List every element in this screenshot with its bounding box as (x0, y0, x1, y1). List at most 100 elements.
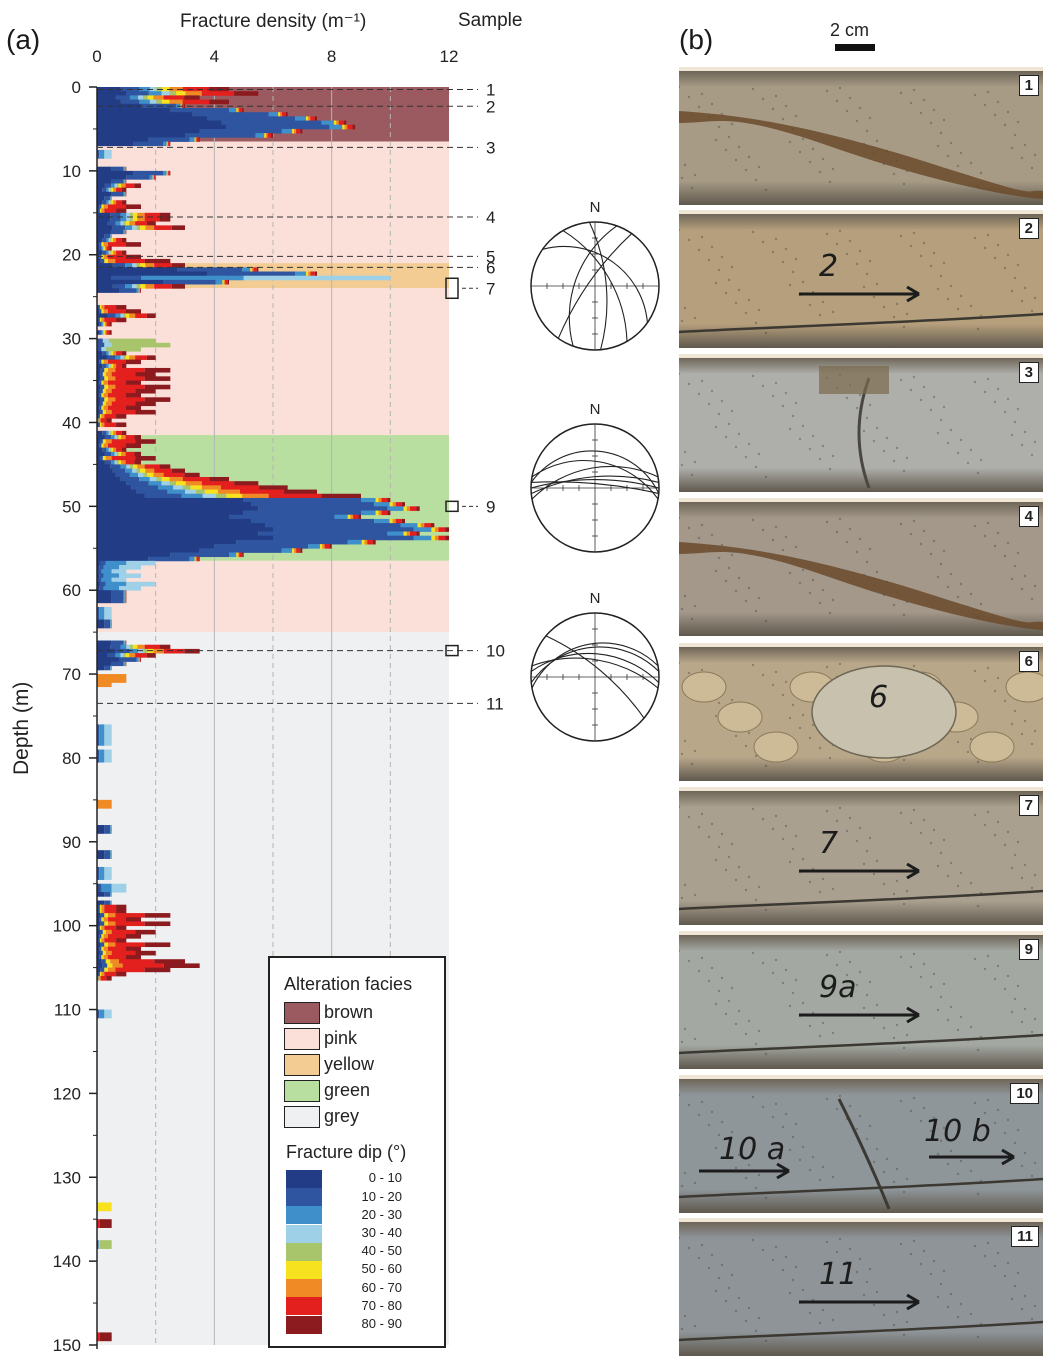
core-grain (859, 394, 861, 396)
density-bar-segment (122, 351, 126, 356)
core-grain (711, 823, 713, 825)
density-bar-segment (115, 473, 129, 478)
density-bar-segment (172, 225, 185, 230)
density-bar-segment (149, 481, 162, 486)
core-grain (933, 109, 935, 111)
density-bar-segment (259, 485, 288, 490)
density-bar-segment (97, 511, 244, 516)
density-bar-segment (264, 133, 266, 138)
density-bar-segment (358, 515, 361, 520)
density-bar-segment (97, 435, 105, 440)
core-grain (923, 1250, 925, 1252)
density-bar-segment (99, 443, 101, 448)
density-bar-segment (110, 854, 111, 859)
core-grain (977, 472, 979, 474)
density-bar-segment (119, 183, 122, 188)
core-grain (903, 759, 905, 761)
density-bar-segment (97, 230, 112, 235)
density-bar-segment (106, 959, 110, 964)
core-annotation: 7 (819, 826, 838, 861)
core-grain (728, 279, 730, 281)
legend-dip-item: 0 - 10 (286, 1170, 402, 1188)
core-grain (869, 117, 871, 119)
density-bar-segment (244, 511, 361, 516)
density-bar-segment (97, 901, 104, 906)
density-bar-segment (98, 737, 99, 742)
legend-facies-label: green (324, 1080, 370, 1100)
density-bar-segment (125, 179, 126, 184)
core-grain (869, 548, 871, 550)
core-grain (752, 231, 754, 233)
density-bar-segment (98, 938, 99, 943)
core-grain (977, 761, 979, 763)
density-bar-segment (101, 909, 104, 914)
density-bar-segment (98, 578, 101, 583)
density-bar-segment (104, 917, 108, 922)
core-grain (738, 146, 740, 148)
density-bar-segment (209, 477, 229, 482)
core-grain (994, 545, 996, 547)
core-grain (748, 443, 750, 445)
core-grain (684, 1172, 686, 1174)
core-grain (748, 299, 750, 301)
density-bar-segment (97, 1202, 112, 1207)
density-bar-segment (125, 594, 126, 599)
density-bar-segment (98, 909, 99, 914)
density-bar-segment (168, 142, 169, 147)
density-bar-segment (104, 204, 108, 209)
density-bar-segment (162, 100, 170, 105)
core-grain (846, 253, 848, 255)
density-bar-segment (387, 531, 403, 536)
density-bar-segment (97, 469, 113, 474)
density-bar-segment (170, 477, 183, 482)
density-bar-segment (145, 942, 171, 947)
core-grain (836, 1251, 838, 1253)
density-bar-segment (99, 741, 104, 746)
density-bar-segment (104, 724, 111, 729)
core-grain (970, 162, 972, 164)
core-grain (688, 1104, 690, 1106)
density-bar-segment (126, 360, 141, 365)
core-grain (906, 1321, 908, 1323)
density-bar-segment (104, 620, 110, 625)
density-bar-segment (153, 175, 154, 180)
core-grain (1034, 297, 1036, 299)
density-bar-segment (98, 976, 99, 981)
core-grain (681, 177, 683, 179)
density-bar-segment (97, 179, 112, 184)
density-bar-segment (105, 460, 111, 465)
core-grain (688, 960, 690, 962)
density-bar-segment (117, 460, 119, 465)
density-bar-segment (100, 909, 101, 914)
core-grain (715, 570, 717, 572)
density-bar-segment (167, 490, 185, 495)
core-annotation: 9a (819, 970, 856, 1005)
core-grain (849, 240, 851, 242)
density-bar-segment (108, 406, 126, 411)
core-grain (782, 261, 784, 263)
core-grain (1031, 1318, 1033, 1320)
density-bar-segment (111, 188, 113, 193)
core-grain (974, 1102, 976, 1104)
density-bar-segment (139, 100, 150, 105)
density-bar-segment (108, 360, 126, 365)
density-bar-segment (115, 921, 144, 926)
core-grain (869, 981, 871, 983)
density-bar-segment (97, 108, 170, 113)
density-bar-segment (116, 938, 126, 943)
density-bar-segment (98, 611, 99, 616)
density-bar-segment (98, 972, 99, 977)
density-bar-segment (134, 460, 141, 465)
core-grain (812, 1156, 814, 1158)
density-bar-segment (125, 641, 126, 646)
core-photo-drawing: 9a (679, 935, 1043, 1069)
density-bar-segment (123, 313, 125, 318)
core-photo-drawing (679, 502, 1043, 636)
density-bar-segment (113, 284, 125, 289)
density-bar-segment (126, 355, 130, 360)
density-bar-segment (250, 267, 252, 272)
density-bar-segment (123, 192, 124, 197)
core-grain (721, 1264, 723, 1266)
core-grain (987, 1242, 989, 1244)
density-bar-segment (97, 234, 104, 239)
